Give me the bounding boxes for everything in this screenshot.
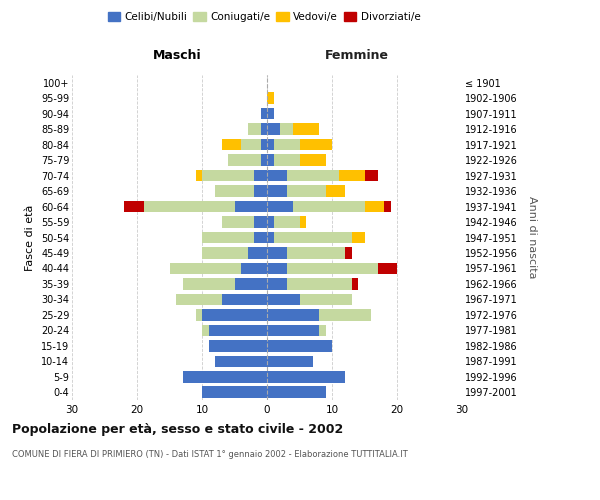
- Bar: [221, 216, 254, 228]
- Bar: [267, 108, 274, 120]
- Bar: [221, 294, 267, 305]
- Bar: [299, 154, 325, 166]
- Bar: [202, 232, 254, 243]
- Bar: [260, 154, 267, 166]
- Bar: [254, 170, 267, 181]
- Bar: [202, 247, 248, 259]
- Bar: [170, 262, 241, 274]
- Bar: [124, 200, 143, 212]
- Y-axis label: Fasce di età: Fasce di età: [25, 204, 35, 270]
- Bar: [299, 294, 352, 305]
- Bar: [267, 386, 325, 398]
- Bar: [287, 262, 377, 274]
- Text: COMUNE DI FIERA DI PRIMIERO (TN) - Dati ISTAT 1° gennaio 2002 - Elaborazione TUT: COMUNE DI FIERA DI PRIMIERO (TN) - Dati …: [12, 450, 408, 459]
- Bar: [299, 216, 306, 228]
- Bar: [260, 124, 267, 135]
- Bar: [319, 309, 371, 320]
- Bar: [274, 216, 299, 228]
- Bar: [228, 154, 260, 166]
- Bar: [338, 170, 365, 181]
- Bar: [267, 356, 313, 367]
- Bar: [299, 139, 332, 150]
- Bar: [254, 186, 267, 197]
- Bar: [267, 294, 299, 305]
- Bar: [235, 200, 267, 212]
- Bar: [267, 170, 287, 181]
- Bar: [345, 247, 352, 259]
- Bar: [202, 324, 209, 336]
- Bar: [254, 232, 267, 243]
- Bar: [248, 124, 260, 135]
- Bar: [365, 170, 377, 181]
- Bar: [260, 108, 267, 120]
- Bar: [287, 278, 352, 289]
- Bar: [377, 262, 397, 274]
- Bar: [267, 262, 287, 274]
- Text: Maschi: Maschi: [153, 49, 202, 62]
- Bar: [287, 170, 338, 181]
- Bar: [267, 200, 293, 212]
- Bar: [202, 386, 267, 398]
- Bar: [267, 232, 274, 243]
- Bar: [221, 139, 241, 150]
- Bar: [267, 309, 319, 320]
- Bar: [202, 309, 267, 320]
- Bar: [293, 124, 319, 135]
- Legend: Celibi/Nubili, Coniugati/e, Vedovi/e, Divorziati/e: Celibi/Nubili, Coniugati/e, Vedovi/e, Di…: [103, 8, 425, 26]
- Bar: [215, 356, 267, 367]
- Bar: [241, 262, 267, 274]
- Bar: [352, 278, 358, 289]
- Bar: [202, 170, 254, 181]
- Text: Popolazione per età, sesso e stato civile - 2002: Popolazione per età, sesso e stato civil…: [12, 422, 343, 436]
- Bar: [215, 186, 254, 197]
- Bar: [274, 139, 299, 150]
- Bar: [248, 247, 267, 259]
- Bar: [254, 216, 267, 228]
- Bar: [260, 139, 267, 150]
- Bar: [267, 371, 345, 382]
- Bar: [182, 278, 235, 289]
- Bar: [267, 324, 319, 336]
- Bar: [267, 216, 274, 228]
- Bar: [280, 124, 293, 135]
- Bar: [267, 278, 287, 289]
- Bar: [287, 247, 345, 259]
- Bar: [274, 154, 299, 166]
- Bar: [384, 200, 391, 212]
- Bar: [241, 139, 260, 150]
- Bar: [267, 186, 287, 197]
- Bar: [267, 139, 274, 150]
- Bar: [267, 92, 274, 104]
- Bar: [267, 340, 332, 351]
- Bar: [267, 154, 274, 166]
- Bar: [293, 200, 365, 212]
- Bar: [267, 124, 280, 135]
- Bar: [209, 340, 267, 351]
- Bar: [274, 232, 352, 243]
- Bar: [267, 247, 287, 259]
- Bar: [143, 200, 235, 212]
- Bar: [196, 170, 202, 181]
- Bar: [196, 309, 202, 320]
- Bar: [176, 294, 221, 305]
- Bar: [209, 324, 267, 336]
- Bar: [182, 371, 267, 382]
- Bar: [287, 186, 325, 197]
- Bar: [319, 324, 325, 336]
- Bar: [325, 186, 345, 197]
- Bar: [352, 232, 365, 243]
- Y-axis label: Anni di nascita: Anni di nascita: [527, 196, 537, 279]
- Bar: [365, 200, 384, 212]
- Text: Femmine: Femmine: [325, 49, 389, 62]
- Bar: [235, 278, 267, 289]
